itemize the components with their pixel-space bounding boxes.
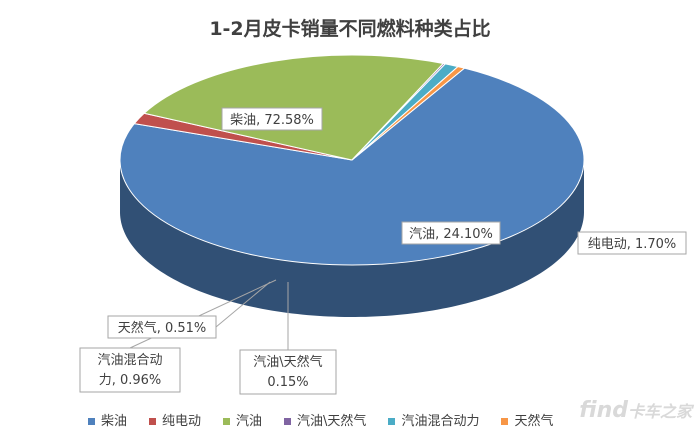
legend-item-1: 纯电动 [149,410,201,429]
chart-title: 1-2月皮卡销量不同燃料种类占比 [209,18,491,40]
legend-item-3: 汽油\天然气 [284,410,366,429]
legend-label: 汽油混合动力 [401,414,480,429]
data-label-3: 汽油\天然气 0.15% [239,282,337,395]
legend-item-2: 汽油 [223,410,262,429]
pie-slice-5 [351,66,466,161]
svg-text:柴油, 72.58%: 柴油, 72.58% [230,113,314,128]
legend-swatch [501,418,509,425]
svg-text:0.15%: 0.15% [267,375,308,390]
pie-top [119,54,585,266]
svg-text:汽油混合动: 汽油混合动 [97,353,162,368]
pie-sides [120,160,584,317]
legend-swatch [223,418,231,425]
legend-swatch [284,418,292,425]
chart-legend: 柴油 纯电动 汽油 汽油\天然气 汽油混合动力 天然气 [88,410,575,429]
data-label-0: 柴油, 72.58% [221,107,323,131]
legend-item-4: 汽油混合动力 [388,410,479,429]
svg-text:力, 0.96%: 力, 0.96% [99,373,162,388]
legend-label: 汽油\天然气 [297,414,367,429]
svg-text:汽油, 24.10%: 汽油, 24.10% [409,227,493,242]
legend-swatch [388,418,396,425]
data-label-5: 天然气, 0.51% [107,281,271,339]
pie-slice-0 [119,67,585,266]
data-label-4: 汽油混合动力, 0.96% [79,279,277,393]
svg-text:汽油\天然气: 汽油\天然气 [253,354,322,370]
legend-label: 柴油 [101,414,128,429]
legend-swatch [88,418,95,425]
data-label-2: 汽油, 24.10% [401,221,501,245]
legend-swatch [149,418,157,425]
watermark-logo: find卡车之家 [579,398,692,423]
svg-text:天然气, 0.51%: 天然气, 0.51% [118,320,207,336]
legend-item-0: 柴油 [88,410,127,429]
legend-label: 汽油 [236,414,263,429]
legend-label: 纯电动 [162,414,202,429]
svg-text:纯电动, 1.70%: 纯电动, 1.70% [588,237,677,252]
data-labels: 柴油, 72.58% 纯电动, 1.70% 汽油, 24.10% 汽油\天然气 0.15… [79,107,687,395]
legend-item-5: 天然气 [501,410,553,429]
pie-side-0 [120,160,584,317]
legend-label: 天然气 [514,414,554,429]
data-label-1: 纯电动, 1.70% [577,231,687,255]
